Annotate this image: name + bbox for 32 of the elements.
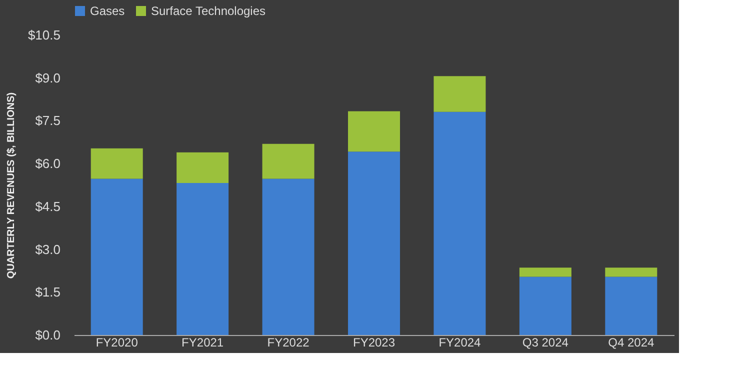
bar [176,183,229,335]
x-tick-label: FY2020 [96,336,138,350]
x-tick-label: Q3 2024 [522,336,569,350]
legend-label: Gases [90,4,125,18]
y-tick-label: $3.0 [35,242,60,257]
legend-label: Surface Technologies [151,4,266,18]
y-tick-label: $0.0 [35,328,60,342]
x-tick-label: FY2024 [438,336,482,350]
bar [90,148,143,179]
bar [90,178,143,335]
y-tick-label: $7.5 [35,113,60,128]
bar [348,111,400,152]
bar [434,112,486,335]
bar [519,268,572,277]
x-tick-label: Q4 2024 [608,336,654,350]
bar [262,178,314,335]
y-axis-title: QUARTERLY REVENUES ($, BILLIONS) [6,92,17,279]
bar [348,152,400,335]
x-tick-label: FY2021 [182,336,224,350]
y-tick-label: $9.0 [35,70,60,86]
bar [176,152,229,183]
x-tick-label: FY2022 [267,336,310,350]
y-tick-label: $4.5 [35,198,60,214]
y-tick-label: $10.5 [28,28,60,42]
bar [605,268,658,277]
x-tick-label: FY2023 [352,336,396,350]
bar [434,76,486,112]
y-tick-label: $1.5 [35,284,60,300]
bar [519,276,572,335]
bar [262,144,314,179]
bar [605,276,658,335]
y-tick-label: $6.0 [35,156,60,172]
